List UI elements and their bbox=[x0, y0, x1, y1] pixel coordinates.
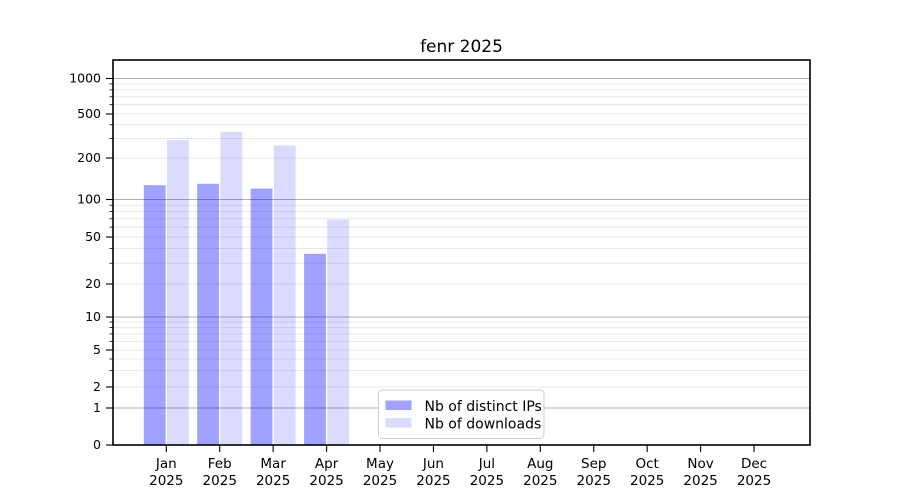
y-tick-label: 2 bbox=[93, 379, 101, 394]
chart-title: fenr 2025 bbox=[420, 37, 503, 57]
y-axis: 0 1 2 5 10 20 50 100 200 500 1000 bbox=[69, 71, 113, 452]
y-tick-label: 1 bbox=[93, 400, 101, 415]
bar-jan-distinct-ips bbox=[143, 185, 166, 445]
y-tick-label: 200 bbox=[77, 150, 101, 165]
x-tick-label-month: May bbox=[366, 456, 394, 472]
bar-feb-distinct-ips bbox=[197, 183, 220, 446]
x-tick-label-month: Apr bbox=[315, 456, 339, 472]
x-tick-label-year: 2025 bbox=[523, 473, 557, 489]
legend-label: Nb of downloads bbox=[425, 416, 542, 432]
bar-apr-distinct-ips bbox=[304, 253, 326, 445]
y-tick-label: 10 bbox=[85, 309, 101, 324]
x-tick-label-year: 2025 bbox=[203, 473, 237, 489]
x-tick-label-month: Oct bbox=[635, 456, 658, 472]
x-tick-label-year: 2025 bbox=[309, 473, 343, 489]
x-tick-label-month: Sep bbox=[581, 456, 606, 472]
plot-border bbox=[112, 59, 811, 446]
y-tick-label: 500 bbox=[77, 106, 101, 121]
x-tick-label-month: Feb bbox=[208, 456, 232, 472]
bar-mar-distinct-ips bbox=[250, 188, 273, 445]
x-tick-label-year: 2025 bbox=[363, 473, 397, 489]
bars bbox=[143, 131, 350, 446]
gridlines bbox=[113, 78, 810, 409]
bar-apr-downloads bbox=[327, 219, 350, 445]
bar-mar-downloads bbox=[273, 145, 296, 445]
y-tick-label: 0 bbox=[93, 437, 101, 452]
x-tick-label-month: Jul bbox=[478, 456, 495, 472]
x-tick-label-month: Jan bbox=[155, 456, 177, 472]
y-tick-label: 100 bbox=[77, 192, 101, 207]
legend-swatch-distinct-ips bbox=[385, 400, 412, 410]
legend-box bbox=[378, 389, 545, 439]
x-tick-label-year: 2025 bbox=[630, 473, 664, 489]
x-tick-label-month: Mar bbox=[260, 456, 286, 472]
x-tick-label-year: 2025 bbox=[683, 473, 717, 489]
x-tick-label-month: Aug bbox=[527, 456, 553, 472]
x-tick-label-year: 2025 bbox=[149, 473, 183, 489]
legend-swatch-downloads bbox=[385, 418, 412, 428]
x-tick-label-year: 2025 bbox=[256, 473, 290, 489]
x-tick-label-year: 2025 bbox=[470, 473, 504, 489]
legend-label: Nb of distinct IPs bbox=[425, 399, 542, 415]
bar-feb-downloads bbox=[220, 131, 243, 445]
y-tick-label: 50 bbox=[85, 229, 101, 244]
bar-jan-downloads bbox=[167, 140, 189, 445]
x-tick-label-year: 2025 bbox=[737, 473, 771, 489]
x-axis: Jan2025Feb2025Mar2025Apr2025May2025Jun20… bbox=[149, 445, 771, 489]
x-tick-label-month: Jun bbox=[422, 456, 444, 472]
y-tick-label: 1000 bbox=[69, 71, 101, 86]
x-tick-label-month: Dec bbox=[741, 456, 767, 472]
y-tick-label: 20 bbox=[85, 276, 101, 291]
x-tick-label-year: 2025 bbox=[416, 473, 450, 489]
y-tick-label: 5 bbox=[93, 342, 101, 357]
x-tick-label-year: 2025 bbox=[577, 473, 611, 489]
x-tick-label-month: Nov bbox=[687, 456, 713, 472]
